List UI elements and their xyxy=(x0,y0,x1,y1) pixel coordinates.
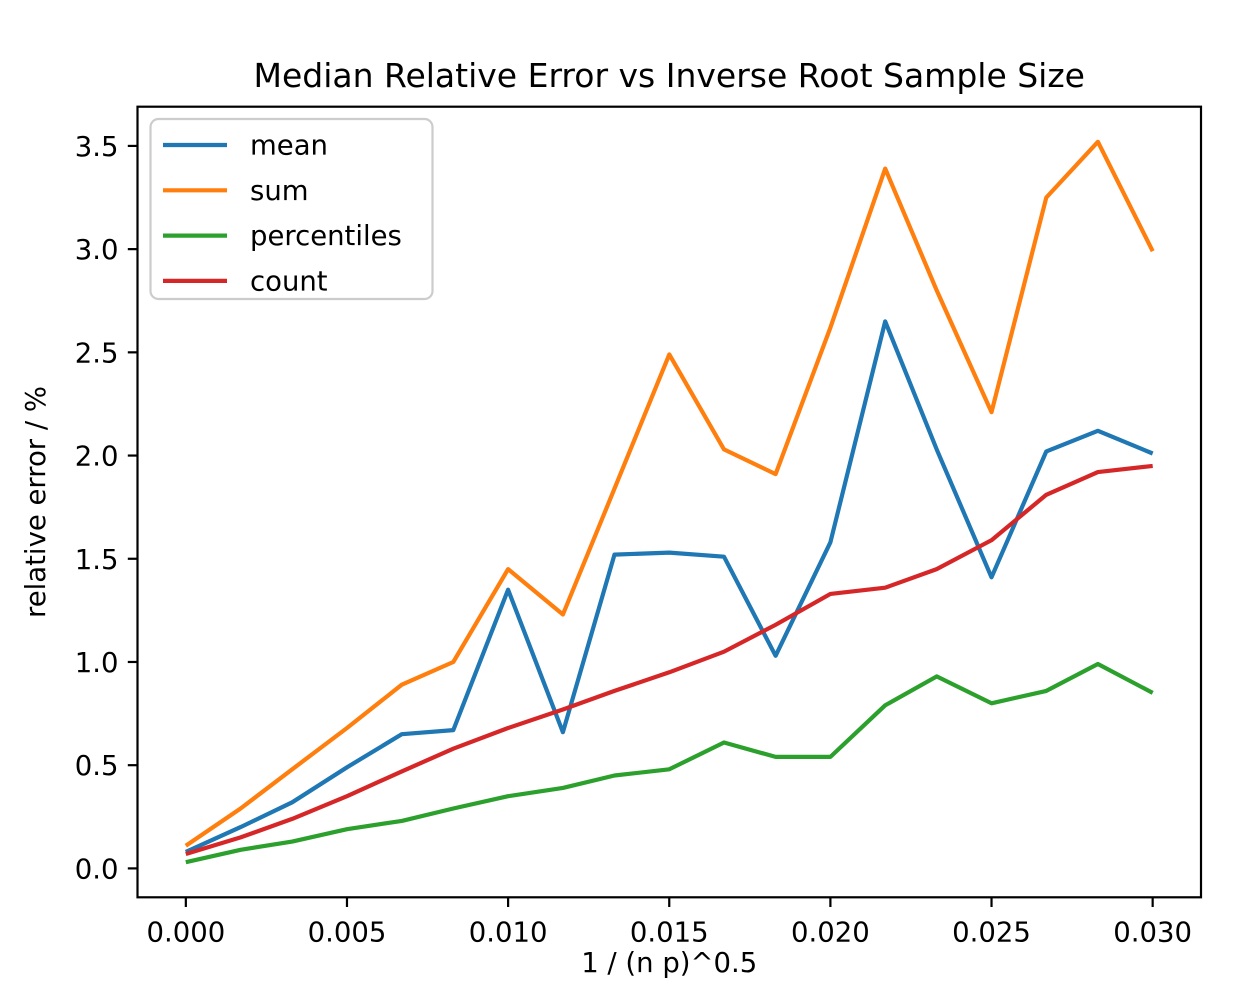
x-axis-label: 1 / (n p)^0.5 xyxy=(581,947,757,979)
x-tick-label: 0.015 xyxy=(630,916,709,948)
legend-item-sum: sum xyxy=(163,175,309,207)
series-line-count xyxy=(185,463,1153,857)
y-tick-label: 1.0 xyxy=(75,647,119,679)
x-tick-label: 0.020 xyxy=(791,916,870,948)
series-line-percentiles xyxy=(185,661,1154,865)
legend-label: sum xyxy=(250,175,309,207)
y-tick-label: 3.0 xyxy=(75,234,119,266)
y-tick-label: 2.0 xyxy=(75,441,119,473)
y-tick-label: 3.5 xyxy=(75,131,119,163)
x-tick-label: 0.005 xyxy=(308,916,387,948)
x-tick-label: 0.000 xyxy=(146,916,225,948)
y-tick-label: 1.5 xyxy=(75,544,119,576)
x-tick-label: 0.030 xyxy=(1113,916,1192,948)
series-line-mean xyxy=(184,319,1154,854)
x-tick-label: 0.025 xyxy=(952,916,1031,948)
legend-item-count: count xyxy=(163,265,328,297)
y-tick-label: 0.5 xyxy=(75,750,119,782)
legend-label: percentiles xyxy=(250,220,402,252)
axes: 0.000 0.005 0.010 0.015 0.020 0.025 0.030 0.0 0.… xyxy=(75,105,1203,948)
legend-box xyxy=(149,117,434,301)
legend: mean sum percentiles count xyxy=(149,117,434,301)
legend-label: count xyxy=(250,265,328,297)
series-line-sum xyxy=(184,139,1155,848)
legend-item-percentiles: percentiles xyxy=(163,220,402,252)
x-tick-label: 0.010 xyxy=(469,916,548,948)
legend-item-mean: mean xyxy=(163,130,328,162)
y-tick-label: 0.0 xyxy=(75,853,119,885)
legend-label: mean xyxy=(250,130,328,162)
y-tick-label: 2.5 xyxy=(75,337,119,369)
series-lines xyxy=(184,139,1155,865)
chart-title: Median Relative Error vs Inverse Root Sa… xyxy=(254,56,1085,95)
y-axis-label: relative error / % xyxy=(20,386,52,618)
